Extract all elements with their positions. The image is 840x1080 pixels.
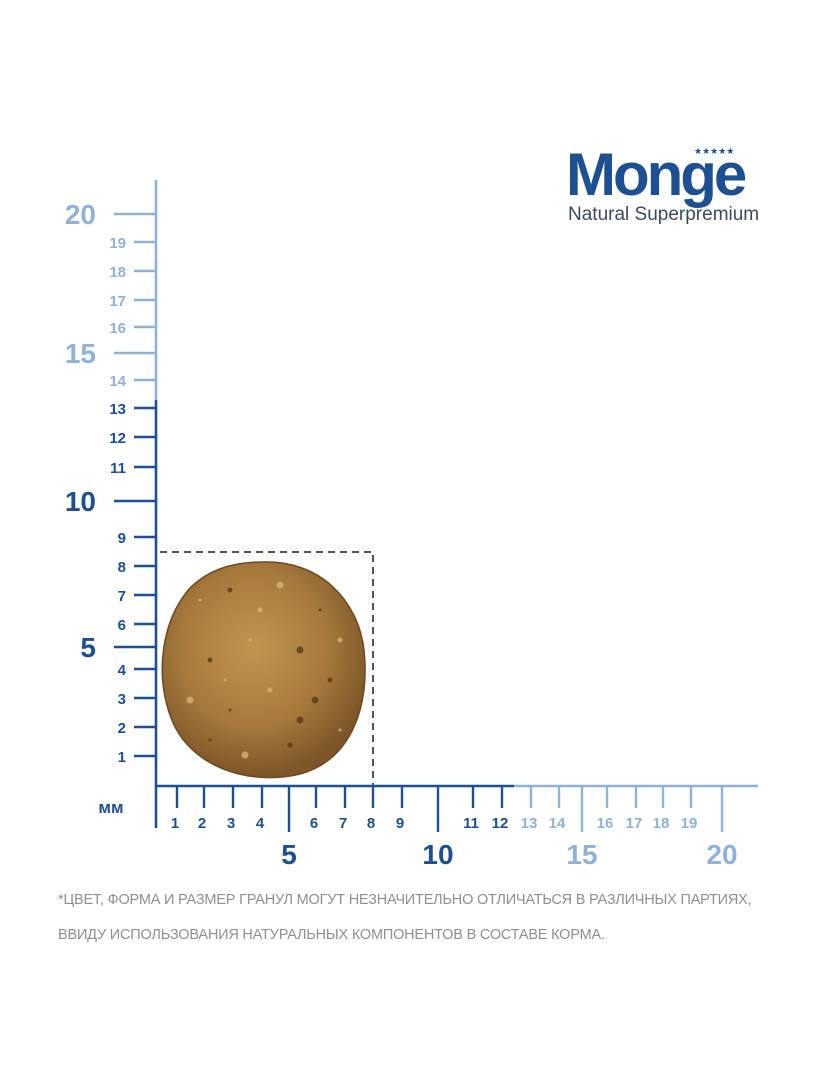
kibble-speck <box>337 637 343 643</box>
y-label-10: 10 <box>65 486 96 517</box>
y-label-2: 2 <box>118 720 126 737</box>
x-label-15: 15 <box>566 839 597 870</box>
x-label-13: 13 <box>521 815 538 832</box>
kibble-speck <box>186 696 194 704</box>
y-label-9: 9 <box>118 530 126 547</box>
kibble-speck <box>287 742 293 748</box>
kibble-speck <box>228 708 232 712</box>
kibble-speck <box>208 738 212 742</box>
ruler-axes <box>114 180 758 832</box>
x-label-7: 7 <box>339 815 347 832</box>
x-label-20: 20 <box>706 839 737 870</box>
y-label-20: 20 <box>65 199 96 230</box>
y-label-14: 14 <box>109 373 126 390</box>
x-label-11: 11 <box>463 815 479 832</box>
kibble-speck <box>207 657 213 663</box>
kibble-speck <box>311 696 319 704</box>
y-label-1: 1 <box>118 749 126 766</box>
y-label-13: 13 <box>109 401 126 418</box>
brand-stars: ★★★★★ <box>694 146 735 156</box>
kibble-speck <box>276 581 284 589</box>
y-label-8: 8 <box>118 559 126 576</box>
kibble-speck <box>338 728 342 732</box>
x-label-8: 8 <box>367 815 375 832</box>
x-label-9: 9 <box>396 815 404 832</box>
y-label-3: 3 <box>118 691 126 708</box>
y-label-12: 12 <box>109 430 126 447</box>
y-label-17: 17 <box>109 293 126 310</box>
y-label-4: 4 <box>118 662 127 679</box>
x-label-12: 12 <box>492 815 509 832</box>
x-label-6: 6 <box>310 815 318 832</box>
kibble-speck <box>223 678 227 682</box>
unit-label: мм <box>98 798 123 817</box>
kibble-speck <box>327 677 333 683</box>
x-label-14: 14 <box>549 815 566 832</box>
brand-tagline: Natural Superpremium <box>568 204 760 225</box>
x-label-2: 2 <box>198 815 206 832</box>
x-label-5: 5 <box>281 839 297 870</box>
kibble-speck <box>318 608 322 612</box>
disclaimer-line-1: *ЦВЕТ, ФОРМА И РАЗМЕР ГРАНУЛ МОГУТ НЕЗНА… <box>58 892 752 908</box>
x-label-18: 18 <box>653 815 670 832</box>
y-label-6: 6 <box>118 617 126 634</box>
y-label-18: 18 <box>109 264 126 281</box>
kibble-speck <box>248 638 252 642</box>
kibble-pellet <box>161 561 366 779</box>
y-label-7: 7 <box>118 588 126 605</box>
y-label-5: 5 <box>80 632 96 663</box>
kibble-speck <box>296 716 304 724</box>
kibble-layer <box>161 561 366 779</box>
kibble-speck <box>198 598 202 602</box>
y-label-11: 11 <box>110 460 126 477</box>
x-label-3: 3 <box>227 815 235 832</box>
y-label-15: 15 <box>65 338 96 369</box>
kibble-speck <box>267 687 273 693</box>
kibble-speck <box>296 646 304 654</box>
x-label-10: 10 <box>422 839 453 870</box>
brand-logo: Monge <box>566 141 747 208</box>
y-label-19: 19 <box>109 235 126 252</box>
disclaimer-line-2: ВВИДУ ИСПОЛЬЗОВАНИЯ НАТУРАЛЬНЫХ КОМПОНЕН… <box>58 927 605 943</box>
x-label-1: 1 <box>171 815 179 832</box>
x-label-19: 19 <box>681 815 698 832</box>
y-label-16: 16 <box>109 320 126 337</box>
x-label-16: 16 <box>597 815 614 832</box>
x-label-17: 17 <box>626 815 643 832</box>
kibble-speck <box>241 751 249 759</box>
brand-block: Monge ★★★★★ Natural Superpremium <box>566 140 806 230</box>
kibble-speck <box>257 607 263 613</box>
x-label-4: 4 <box>256 815 265 832</box>
kibble-speck <box>227 587 233 593</box>
